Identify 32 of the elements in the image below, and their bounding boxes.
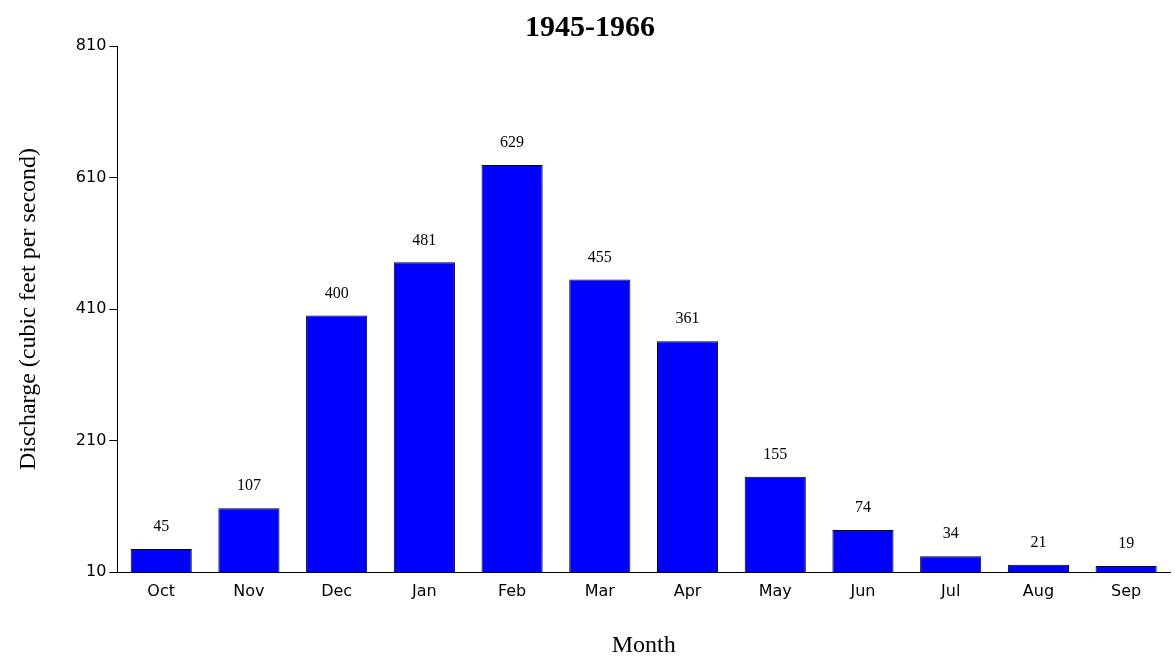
x-tick-label: Nov (233, 580, 265, 600)
data-label: 107 (236, 476, 261, 494)
x-axis-title: Month (611, 630, 676, 657)
x-tick-label: Jun (849, 580, 876, 600)
y-tick-label: 10 (85, 561, 107, 581)
x-tick-label: Jan (411, 580, 437, 600)
data-label: 34 (942, 524, 959, 542)
chart-title: 1945-1966 (525, 8, 655, 42)
data-label: 45 (153, 517, 170, 535)
x-tick-label: Aug (1022, 580, 1055, 600)
y-tick-label: 410 (75, 298, 107, 318)
x-tick-label: Apr (673, 580, 702, 600)
x-tick-label: Feb (497, 580, 527, 600)
x-tick-label: Dec (321, 580, 353, 600)
x-tick-label: Jul (940, 580, 961, 600)
x-tick-label: Oct (147, 580, 176, 600)
data-label: 155 (763, 444, 788, 462)
y-tick-label: 810 (75, 35, 107, 55)
data-label: 21 (1030, 532, 1047, 550)
y-tick-label: 610 (75, 166, 107, 186)
y-tick-label: 210 (75, 429, 107, 449)
data-label: 361 (675, 309, 700, 327)
data-label: 455 (587, 247, 612, 265)
data-label: 400 (324, 283, 349, 301)
data-label: 481 (412, 230, 437, 248)
x-tick-label: May (758, 580, 792, 600)
data-label: 19 (1118, 534, 1135, 552)
data-label: 629 (500, 133, 525, 151)
data-label: 74 (854, 498, 871, 516)
y-axis-title: Discharge (cubic feet per second) (13, 147, 40, 471)
x-tick-label: Sep (1111, 580, 1142, 600)
x-tick-label: Mar (584, 580, 616, 600)
